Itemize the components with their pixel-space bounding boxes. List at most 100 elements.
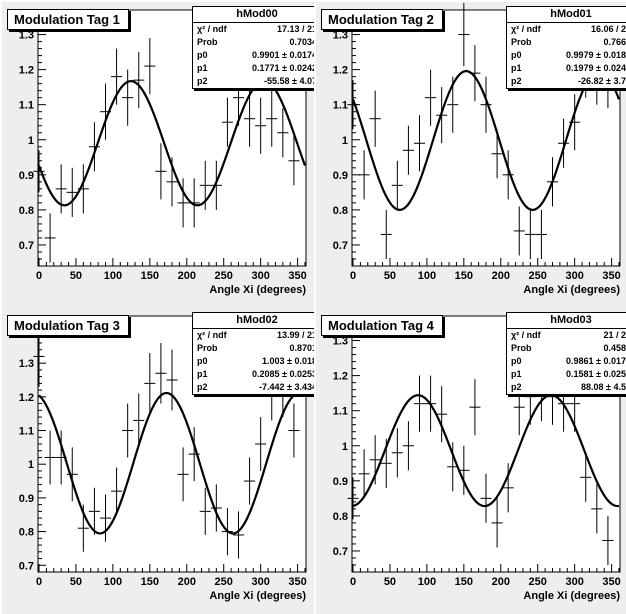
stats-label: Prob: [511, 343, 532, 353]
fit-curve: [38, 391, 306, 535]
data-point: [277, 108, 289, 158]
y-tick-label: 1: [342, 135, 348, 147]
data-point: [210, 484, 222, 532]
stats-row: p1 0.2085 ± 0.0253: [193, 368, 314, 381]
stats-label: p1: [197, 63, 208, 73]
y-tick-label: 0.7: [19, 560, 34, 572]
x-tick-label: 350: [602, 576, 620, 588]
stats-row: p2 -26.82 ± 3.70: [507, 75, 626, 88]
data-point: [502, 463, 514, 513]
stats-histogram-name: hMod01: [507, 7, 626, 23]
data-point: [347, 80, 359, 130]
stats-row: χ² / ndf 13.99 / 21: [193, 329, 314, 342]
fit-curve: [351, 70, 621, 211]
data-point: [458, 2, 470, 67]
data-point: [155, 342, 167, 404]
data-point: [469, 379, 481, 436]
data-point: [513, 206, 525, 256]
stats-value: -26.82 ± 3.70: [578, 76, 626, 86]
y-tick-label: 0.7: [19, 240, 34, 252]
data-point: [425, 69, 437, 126]
data-point: [491, 129, 503, 179]
data-point: [244, 90, 256, 147]
stats-histogram-name: hMod02: [193, 313, 314, 329]
data-point: [144, 38, 156, 95]
x-tick-label: 150: [455, 270, 473, 282]
data-point: [122, 69, 134, 126]
x-tick-label: 250: [215, 270, 233, 282]
stats-value: 0.4589: [603, 343, 626, 353]
chart-pad-4: 0 50 100 150 200 250 300 350 0.7 0.8 0.9 1 1.1 1.2 1.3…: [316, 308, 626, 614]
chart-svg: 0 50 100 150 200 250 300 350 0.7 0.8 0.9 1 1.1 1.2 1.3…: [333, 315, 621, 602]
y-tick-label: 0.7: [333, 546, 348, 558]
data-point: [133, 52, 145, 109]
y-tick-label: 1: [28, 135, 34, 147]
y-tick-label: 1: [28, 459, 34, 471]
fit-curve: [352, 394, 620, 508]
y-tick-label: 1.2: [19, 392, 34, 404]
stats-value: 13.99 / 21: [276, 330, 314, 340]
y-tick-label: 1: [342, 441, 348, 453]
x-tick-label: 50: [70, 576, 82, 588]
y-tick-label: 0.8: [333, 205, 348, 217]
stats-value: -55.58 ± 4.07: [264, 76, 314, 86]
data-point: [66, 167, 78, 217]
x-tick-label: 150: [455, 576, 473, 588]
y-tick-label: 0.8: [333, 511, 348, 523]
stats-value: 0.7034: [289, 37, 314, 47]
data-point: [413, 115, 426, 172]
chart-pad-1: 0 50 100 150 200 250 300 350 0.7 0.8 0.9 1 1.1 1.2 1.3…: [2, 2, 314, 308]
data-point: [347, 477, 359, 520]
data-point: [436, 386, 448, 443]
stats-value: 0.7662: [603, 37, 626, 47]
stats-label: χ² / ndf: [511, 330, 541, 340]
x-tick-label: 200: [178, 576, 196, 588]
chart-title: Modulation Tag 1: [7, 9, 129, 30]
x-axis-label: Angle Xi (degrees): [523, 590, 620, 602]
stats-label: p2: [511, 382, 522, 392]
x-tick-label: 300: [565, 576, 583, 588]
x-tick-label: 50: [384, 270, 396, 282]
data-point: [221, 97, 233, 147]
stats-value: 1.003 ± 0.018: [262, 356, 314, 366]
x-tick-label: 50: [384, 576, 396, 588]
y-tick-label: 1.1: [333, 100, 348, 112]
data-point: [111, 467, 123, 515]
data-point: [122, 403, 134, 458]
data-point: [44, 213, 56, 263]
x-tick-label: 350: [602, 270, 620, 282]
stats-label: p0: [511, 50, 522, 60]
data-point: [358, 449, 370, 499]
y-tick-label: 1.2: [19, 65, 34, 77]
stats-histogram-name: hMod00: [193, 7, 314, 23]
stats-label: p2: [197, 76, 208, 86]
stats-row: χ² / ndf 21 / 21: [507, 329, 626, 342]
x-tick-label: 0: [36, 576, 42, 588]
y-tick-label: 0.8: [19, 205, 34, 217]
chart-svg: 0 50 100 150 200 250 300 350 0.7 0.8 0.9 1 1.1 1.2 1.3…: [333, 2, 621, 296]
stats-value: 0.8701: [289, 343, 314, 353]
stats-value: 0.1771 ± 0.0242: [252, 63, 314, 73]
stats-row: p2 -55.58 ± 4.07: [193, 75, 314, 88]
stats-label: p0: [197, 50, 208, 60]
x-tick-label: 200: [492, 270, 510, 282]
x-tick-label: 100: [418, 270, 436, 282]
data-point: [380, 209, 392, 259]
data-point: [266, 90, 278, 147]
x-tick-label: 250: [529, 576, 547, 588]
stats-label: χ² / ndf: [197, 330, 227, 340]
data-point: [358, 150, 370, 200]
stats-row: χ² / ndf 16.06 / 21: [507, 23, 626, 36]
stats-row: Prob 0.7034: [193, 36, 314, 49]
x-tick-label: 200: [492, 576, 510, 588]
data-point: [133, 393, 145, 448]
y-tick-label: 1.3: [333, 30, 348, 42]
stats-label: Prob: [511, 37, 532, 47]
data-point: [166, 349, 178, 411]
stats-value: 16.06 / 21: [590, 24, 626, 34]
y-tick-label: 1.3: [19, 30, 34, 42]
data-point: [591, 484, 603, 534]
